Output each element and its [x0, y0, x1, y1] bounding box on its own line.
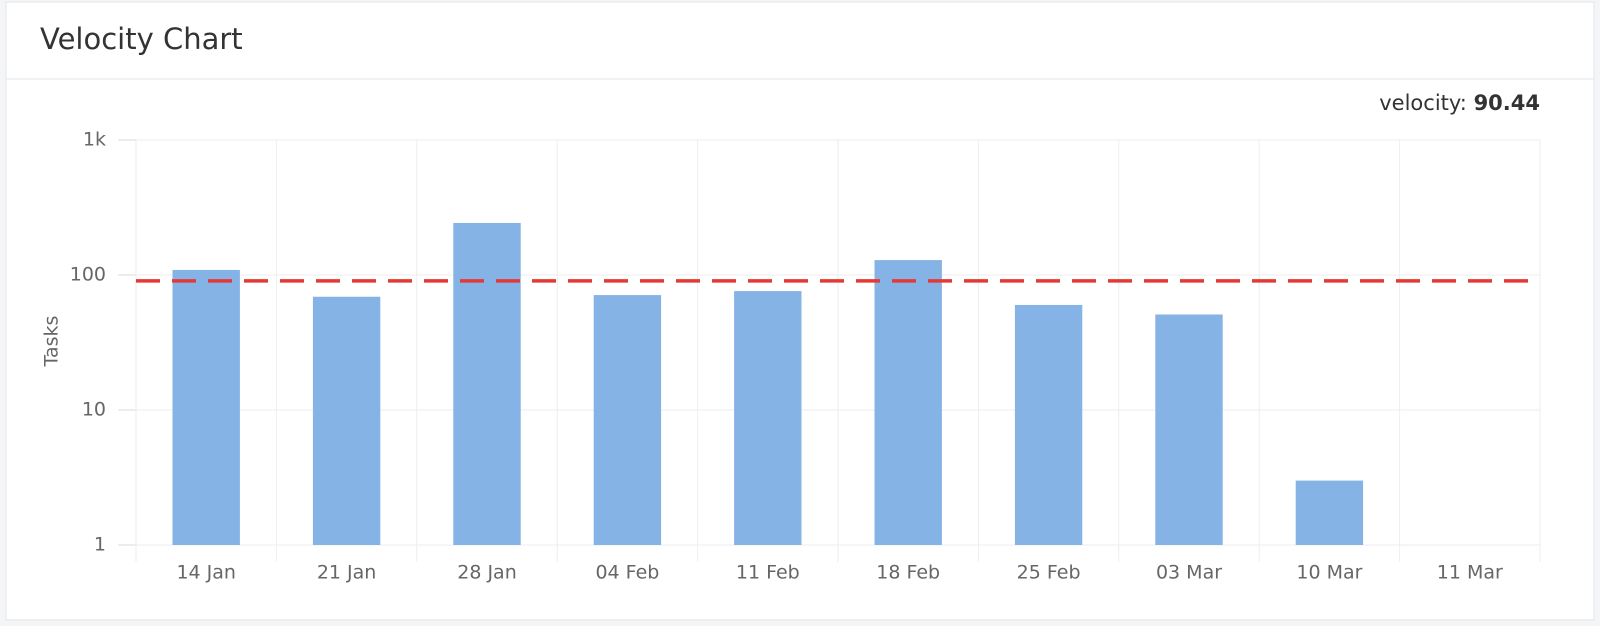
x-tick-label: 03 Mar [1156, 562, 1222, 584]
y-tick-label: 1 [94, 534, 106, 556]
bar [734, 291, 802, 545]
velocity: velocity: 90.44 [1379, 91, 1540, 115]
bar [1014, 304, 1083, 545]
y-tick-label: 10 [82, 399, 106, 421]
y-tick-label: 100 [70, 264, 106, 286]
x-tick-label: 11 Mar [1437, 562, 1503, 584]
y-tick-label: 1k [83, 129, 106, 151]
x-tick-label: 11 Feb [736, 562, 800, 584]
bar [312, 296, 381, 545]
x-tick-label: 10 Mar [1296, 562, 1362, 584]
bar [593, 295, 662, 545]
velocity-value: 90.44 [1474, 91, 1540, 115]
chart-title: Velocity Chart [40, 22, 243, 56]
x-tick-label: 21 Jan [317, 562, 377, 584]
velocity-label: velocity: [1379, 91, 1467, 115]
bar [172, 269, 240, 545]
bar [453, 222, 521, 545]
x-tick-label: 18 Feb [876, 562, 940, 584]
x-tick-label: 04 Feb [595, 562, 659, 584]
y-axis-label: Tasks [41, 316, 63, 368]
x-tick-label: 28 Jan [457, 562, 517, 584]
x-tick-label: 14 Jan [176, 562, 236, 584]
bar [874, 260, 942, 545]
bar [1295, 480, 1364, 545]
bar [1155, 314, 1223, 545]
x-tick-label: 25 Feb [1017, 562, 1081, 584]
